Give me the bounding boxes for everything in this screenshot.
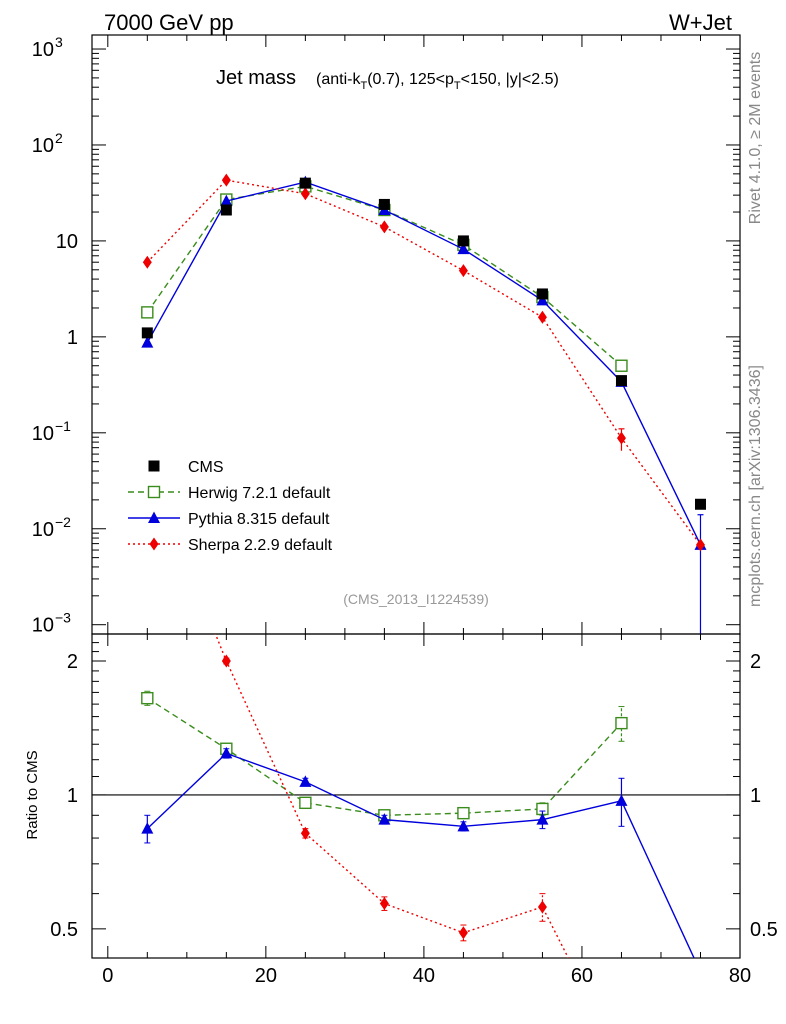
pythia-ratio-point: [141, 822, 154, 834]
sherpa-ratio-point: [379, 897, 389, 911]
herwig-point: [615, 359, 628, 372]
pythia-ratio-line: [146, 752, 695, 958]
y-tick-label: 10: [32, 423, 54, 445]
legend-label-herwig: Herwig 7.2.1 default: [188, 485, 331, 502]
rivet-version-label: Rivet 4.1.0, ≥ 2M events: [747, 52, 764, 224]
y-tick-label: 10: [32, 135, 54, 157]
y-tick-exponent: −1: [55, 418, 71, 434]
plot-title-main: Jet mass: [216, 67, 296, 89]
y-tick-exponent: 2: [55, 130, 63, 146]
pythia-ratio-point: [457, 819, 470, 832]
herwig-ratio-point: [615, 716, 628, 730]
sherpa-point: [379, 220, 389, 234]
legend-marker-sherpa: [149, 537, 159, 551]
sherpa-point: [142, 255, 152, 269]
ratio-y-tick-label-right: 2: [750, 651, 761, 673]
legend-label-sherpa: Sherpa 2.2.9 default: [188, 537, 333, 554]
x-tick-label: 80: [729, 965, 751, 987]
y-tick-label: 1: [67, 327, 78, 349]
pythia-ratio-point: [299, 775, 312, 787]
x-tick-label: 60: [571, 965, 593, 987]
analysis-watermark: (CMS_2013_I1224539): [343, 591, 489, 607]
cms-point: [220, 204, 232, 216]
cms-point: [536, 288, 548, 300]
sherpa-point: [221, 173, 231, 187]
cms-point: [615, 375, 627, 387]
legend: CMS Herwig 7.2.1 default Pythia 8.315 defa…: [128, 459, 333, 554]
legend-label-cms: CMS: [188, 459, 224, 476]
plot-title-detail: (anti-kT(0.7), 125<pT<150, |y|<2.5): [316, 71, 559, 92]
ratio-series-group: [141, 634, 706, 977]
header-process: W+Jet: [669, 10, 732, 35]
header-energy: 7000 GeV pp: [104, 10, 234, 35]
sherpa-ratio-point: [537, 900, 547, 914]
herwig-point: [141, 306, 154, 319]
y-tick-exponent: −3: [55, 610, 71, 626]
cms-point: [141, 327, 153, 339]
cms-point: [378, 198, 390, 210]
y-tick-exponent: −2: [55, 514, 71, 530]
pythia-ratio-point: [694, 965, 706, 977]
ratio-y-axis-label: Ratio to CMS: [24, 750, 41, 839]
y-tick-label: 10: [56, 231, 78, 253]
plot-title: Jet mass (anti-kT(0.7), 125<pT<150, |y|<…: [216, 67, 559, 92]
legend-marker-herwig: [147, 485, 161, 499]
pythia-point: [141, 336, 154, 348]
pythia-ratio-point: [220, 746, 233, 759]
cms-point: [457, 235, 469, 247]
sherpa-point: [537, 310, 547, 324]
sherpa-point: [458, 264, 468, 278]
herwig-ratio-line: [146, 697, 622, 816]
cms-point: [694, 498, 706, 510]
sherpa-point: [695, 538, 705, 552]
y-tick-label: 10: [32, 519, 54, 541]
mcplots-label: mcplots.cern.ch [arXiv:1306.3436]: [747, 365, 764, 607]
ratio-y-tick-label: 0.5: [50, 919, 78, 941]
ratio-frame: [91, 633, 741, 959]
y-tick-label: 10: [32, 615, 54, 637]
herwig-ratio-point: [457, 806, 470, 820]
sherpa-ratio-point: [300, 826, 310, 840]
pythia-ratio-point: [536, 813, 549, 825]
pythia-point: [536, 293, 549, 306]
sherpa-ratio-point: [221, 654, 231, 668]
pythia-point: [220, 194, 233, 207]
header: 7000 GeV pp W+Jet: [104, 10, 732, 35]
cms-point: [299, 177, 311, 189]
pythia-point: [457, 242, 470, 255]
legend-marker-pythia: [148, 511, 160, 523]
main-series-group: [141, 173, 707, 634]
herwig-ratio-point: [299, 796, 312, 810]
x-tick-label: 40: [413, 965, 435, 987]
ratio-panel: 0 20 40 60 80 0.5 0.5 1 1 2 2: [50, 633, 778, 987]
y-tick-label: 10: [32, 39, 54, 61]
legend-marker-cms: [148, 460, 160, 472]
pythia-ratio-point: [378, 813, 391, 825]
legend-label-pythia: Pythia 8.315 default: [188, 511, 330, 528]
ratio-y-tick-label: 2: [67, 651, 78, 673]
pythia-line: [146, 181, 702, 546]
ratio-y-tick-label-right: 1: [750, 785, 761, 807]
sherpa-point: [300, 187, 310, 201]
x-tick-label: 0: [102, 965, 113, 987]
ratio-y-tick-label: 1: [67, 785, 78, 807]
pythia-ratio-point: [615, 794, 628, 806]
sherpa-ratio-point: [458, 926, 468, 940]
x-tick-label: 20: [255, 965, 277, 987]
herwig-ratio-point: [141, 691, 154, 705]
y-tick-exponent: 3: [55, 34, 63, 50]
sherpa-point: [616, 431, 626, 445]
ratio-y-tick-label-right: 0.5: [750, 919, 778, 941]
